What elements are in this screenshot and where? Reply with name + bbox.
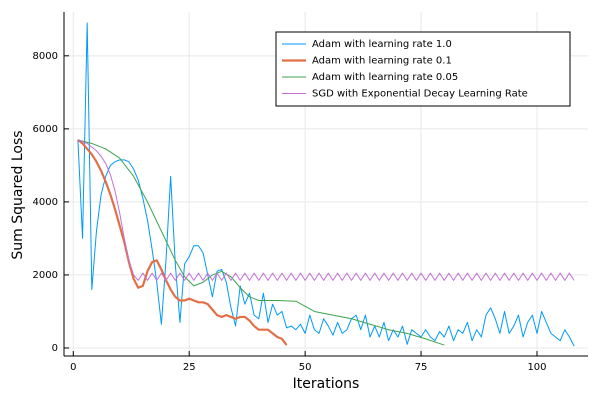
y-tick-label: 2000 (33, 270, 58, 281)
x-tick-label: 100 (527, 362, 546, 373)
legend-label: Adam with learning rate 0.05 (312, 72, 458, 83)
y-tick-label: 8000 (33, 51, 58, 62)
x-axis-label: Iterations (293, 376, 360, 392)
x-tick-label: 50 (299, 362, 312, 373)
legend-label: Adam with learning rate 0.1 (312, 56, 452, 67)
x-tick-label: 0 (70, 362, 76, 373)
series-line (77, 138, 288, 346)
y-tick-label: 0 (52, 343, 58, 354)
series-line (77, 139, 575, 281)
legend-label: SGD with Exponential Decay Learning Rate (312, 89, 528, 100)
y-tick-label: 4000 (33, 197, 58, 208)
legend-box (275, 31, 571, 107)
legend-label: Adam with learning rate 1.0 (312, 39, 452, 50)
series-line (77, 22, 575, 347)
x-tick-label: 75 (415, 362, 428, 373)
series-line (77, 139, 445, 346)
x-tick-label: 25 (183, 362, 196, 373)
y-tick-label: 6000 (33, 124, 58, 135)
y-axis-label: Sum Squared Loss (10, 130, 26, 259)
